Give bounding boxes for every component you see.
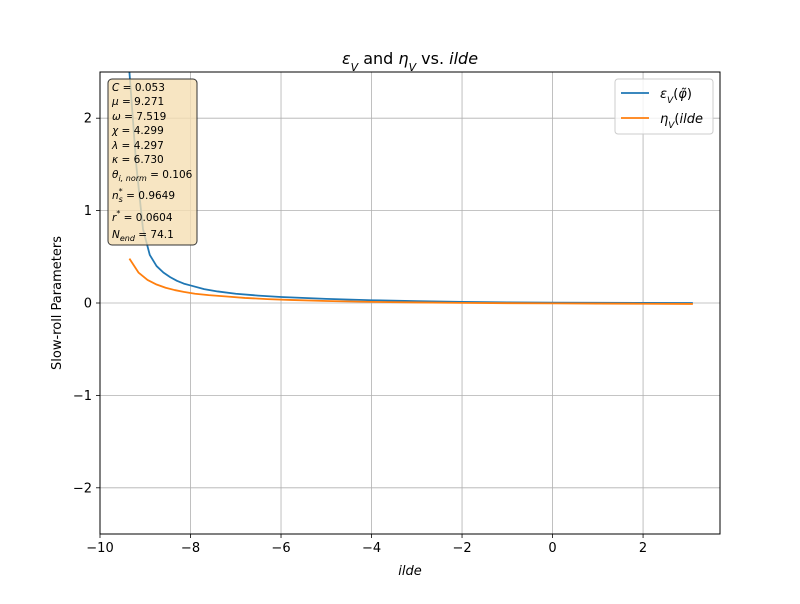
legend-1-part-4: ) [687,87,692,102]
y-tick-label: 1 [84,204,92,219]
x-tick-label: −6 [271,541,290,556]
title-part-6: ilde [449,49,478,68]
x-tick-label: −8 [181,541,200,556]
legend-1-part-1: V [667,96,674,106]
annotation-symbol: θ [112,169,119,181]
annotation-line-2: μ = 9.271 [111,96,164,108]
annotation-value: = 9.271 [119,96,165,108]
annotation-line-10: Nend = 74.1 [112,229,174,243]
annotation-value: = 74.1 [135,229,174,241]
y-tick-label: −2 [73,481,92,496]
legend-1-part-2: ( [673,87,678,102]
annotation-line-3: ω = 7.519 [112,111,166,123]
annotation-line-1: C = 0.053 [112,82,165,94]
annotation-symbol: ω [112,111,121,123]
annotation-symbol: N [112,229,120,241]
annotation-value: = 0.053 [119,82,165,94]
annotation-line-7: θi, norm = 0.106 [112,169,193,183]
title-part-5: vs. [416,49,449,68]
annotation-symbol: χ [111,125,119,137]
y-tick-label: 0 [84,297,92,312]
legend-2-part-1: V [668,121,675,131]
series-line-2 [128,258,693,305]
annotation-box-bg [107,78,198,246]
annotation-symbol: μ [111,96,119,108]
annotation-value: = 7.519 [121,111,167,123]
x-axis-label: ilde [398,564,421,579]
y-axis-label: Slow-roll Parameters [50,236,65,370]
annotation-value: = 0.106 [147,169,193,181]
annotation-symbol: n [112,190,119,202]
annotation-symbol: r [112,212,117,224]
annotation-symbol: κ [112,154,119,166]
annotation-value: = 4.299 [118,125,164,137]
annotation-sub: end [120,234,136,243]
title-part-2: and [358,49,398,68]
annotation-symbol: λ [111,140,118,152]
annotation-value: = 4.297 [118,140,164,152]
x-tick-label: 2 [639,541,647,556]
x-tick-label: −4 [362,541,381,556]
legend-2-part-0: η [660,112,668,127]
annotation-sub: s [119,195,123,204]
legend-2-part-3: ilde [680,112,703,127]
legend-1-part-0: ε [660,87,667,102]
annotation-sup: * [116,209,120,218]
annotation-sup: * [119,187,123,196]
annotation-value: = 6.730 [118,154,164,166]
x-tick-label: −10 [86,541,113,556]
legend-label-1: εV(φ̃) [660,87,692,106]
annotation-line-6: κ = 6.730 [112,154,164,166]
annotation-line-4: χ = 4.299 [111,125,164,137]
annotation-line-5: λ = 4.297 [111,140,164,152]
title-part-4: V [409,61,418,74]
title-part-3: η [398,49,408,68]
annotation-value: = 0.9649 [123,190,175,202]
annotation-sub: i, norm [118,174,147,183]
annotation-line-8: n* s = 0.9649 [112,187,175,204]
annotation-line-9: r* = 0.0604 [112,209,173,224]
legend-2-part-2: ( [674,112,679,127]
title-part-0: ε [342,49,351,68]
legend-1-part-3: φ̃ [678,87,687,102]
series-layer [128,72,693,305]
annotation-symbol: C [112,82,120,94]
x-tick-label: 0 [548,541,556,556]
title-part-1: V [351,61,360,74]
annotation-value: = 0.0604 [120,212,173,224]
legend-label-2: ηV(ilde [660,112,703,131]
y-tick-label: −1 [73,389,92,404]
chart-title: εV and ηV vs. ilde [342,49,478,74]
legend: εV(φ̃)ηV(ilde [614,78,714,135]
y-tick-label: 2 [84,112,92,127]
x-tick-label: −2 [452,541,471,556]
